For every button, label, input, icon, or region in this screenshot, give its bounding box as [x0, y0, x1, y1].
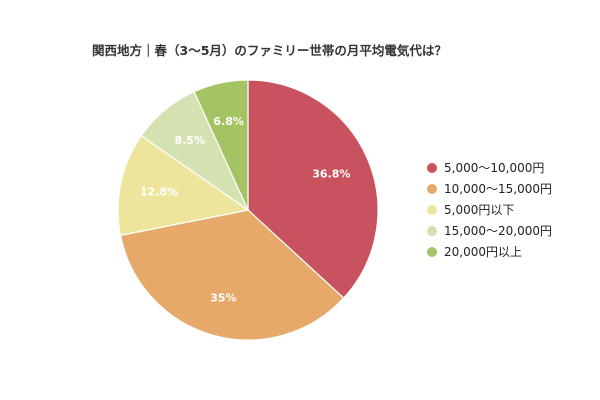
legend-item-1: 5,000〜10,000円	[427, 157, 552, 178]
legend-swatch-3	[427, 204, 437, 215]
slice-value-label-5: 6.8%	[213, 115, 244, 128]
slice-value-label-1: 36.8%	[312, 167, 350, 180]
pie-slice-5	[193, 79, 249, 211]
legend-item-3: 5,000円以下	[427, 199, 552, 220]
pie-slice-2	[119, 209, 345, 341]
legend-label-1: 5,000〜10,000円	[444, 161, 545, 175]
legend-label-3: 5,000円以下	[444, 203, 515, 217]
pie-slice-1	[247, 79, 379, 299]
chart-title: 関西地方｜春（3〜5月）のファミリー世帯の月平均電気代は？	[92, 43, 447, 58]
legend-swatch-5	[427, 246, 437, 257]
legend-item-2: 10,000〜15,000円	[427, 178, 552, 199]
legend-swatch-1	[427, 162, 437, 173]
slice-value-label-2: 35%	[210, 292, 236, 305]
chart-legend: 5,000〜10,000円 10,000〜15,000円 5,000円以下 15,00…	[427, 157, 552, 262]
legend-item-5: 20,000円以上	[427, 241, 552, 262]
legend-item-4: 15,000〜20,000円	[427, 220, 552, 241]
slice-value-label-4: 8.5%	[174, 134, 205, 147]
legend-label-2: 10,000〜15,000円	[444, 182, 552, 196]
legend-swatch-2	[427, 183, 437, 194]
pie-slice-3	[117, 134, 250, 237]
legend-swatch-4	[427, 225, 437, 236]
slice-value-label-3: 12.8%	[140, 185, 178, 198]
legend-label-5: 20,000円以上	[444, 245, 522, 259]
legend-label-4: 15,000〜20,000円	[444, 224, 552, 238]
